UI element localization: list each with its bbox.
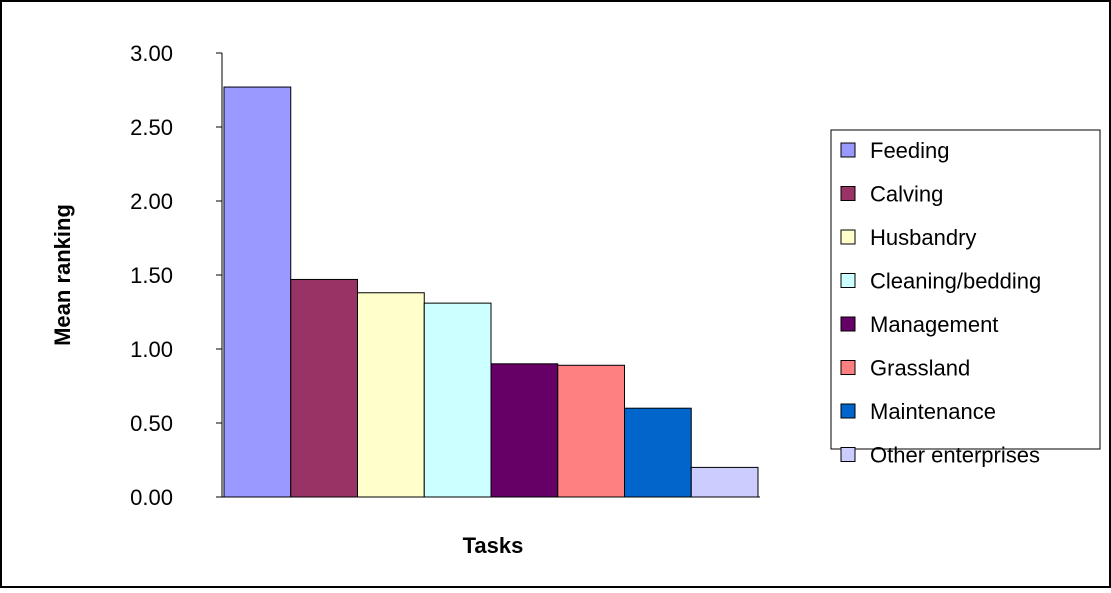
y-tick-label: 1.00 (130, 337, 173, 362)
y-tick-label: 2.00 (130, 189, 173, 214)
bar-maintenance (624, 407, 692, 498)
y-axis-ticks: 0.00 0.50 1.00 1.50 2.00 2.50 3.00 (130, 41, 222, 510)
legend-swatch (840, 229, 856, 245)
legend-box (830, 129, 1101, 450)
bars-group (223, 86, 759, 498)
y-tick-label: 3.00 (130, 41, 173, 66)
legend-swatch (840, 360, 856, 375)
legend-label: Feeding (870, 138, 950, 163)
legend-label: Husbandry (870, 225, 976, 250)
bar-grassland (557, 364, 625, 498)
bar-feeding (223, 86, 292, 498)
legend-label: Management (870, 312, 998, 337)
legend-swatch (840, 447, 856, 462)
legend-swatch (840, 142, 856, 158)
y-axis-label: Mean ranking (50, 204, 75, 346)
bar-husbandry (357, 292, 425, 498)
y-tick-label: 0.00 (130, 485, 173, 510)
legend-items: Feeding Calving Husbandry Cleaning/bedding M… (840, 138, 1041, 468)
legend-swatch (840, 403, 856, 419)
y-tick-label: 2.50 (130, 115, 173, 140)
legend-label: Calving (870, 182, 943, 207)
legend: Feeding Calving Husbandry Cleaning/bedding M… (830, 129, 1101, 468)
legend-swatch (840, 273, 856, 288)
bar-calving (290, 278, 358, 498)
y-tick-label: 1.50 (130, 263, 173, 288)
bar-management (490, 363, 559, 498)
legend-label: Grassland (870, 356, 970, 381)
x-axis-label: Tasks (463, 533, 524, 558)
bar-cleaning-bedding (423, 302, 492, 498)
legend-label: Other enterprises (870, 443, 1040, 468)
legend-label: Cleaning/bedding (870, 269, 1041, 294)
legend-swatch (840, 316, 856, 332)
y-tick-label: 0.50 (130, 411, 173, 436)
bar-other-enterprises (690, 466, 759, 498)
legend-label: Maintenance (870, 399, 996, 424)
legend-swatch (840, 186, 856, 201)
